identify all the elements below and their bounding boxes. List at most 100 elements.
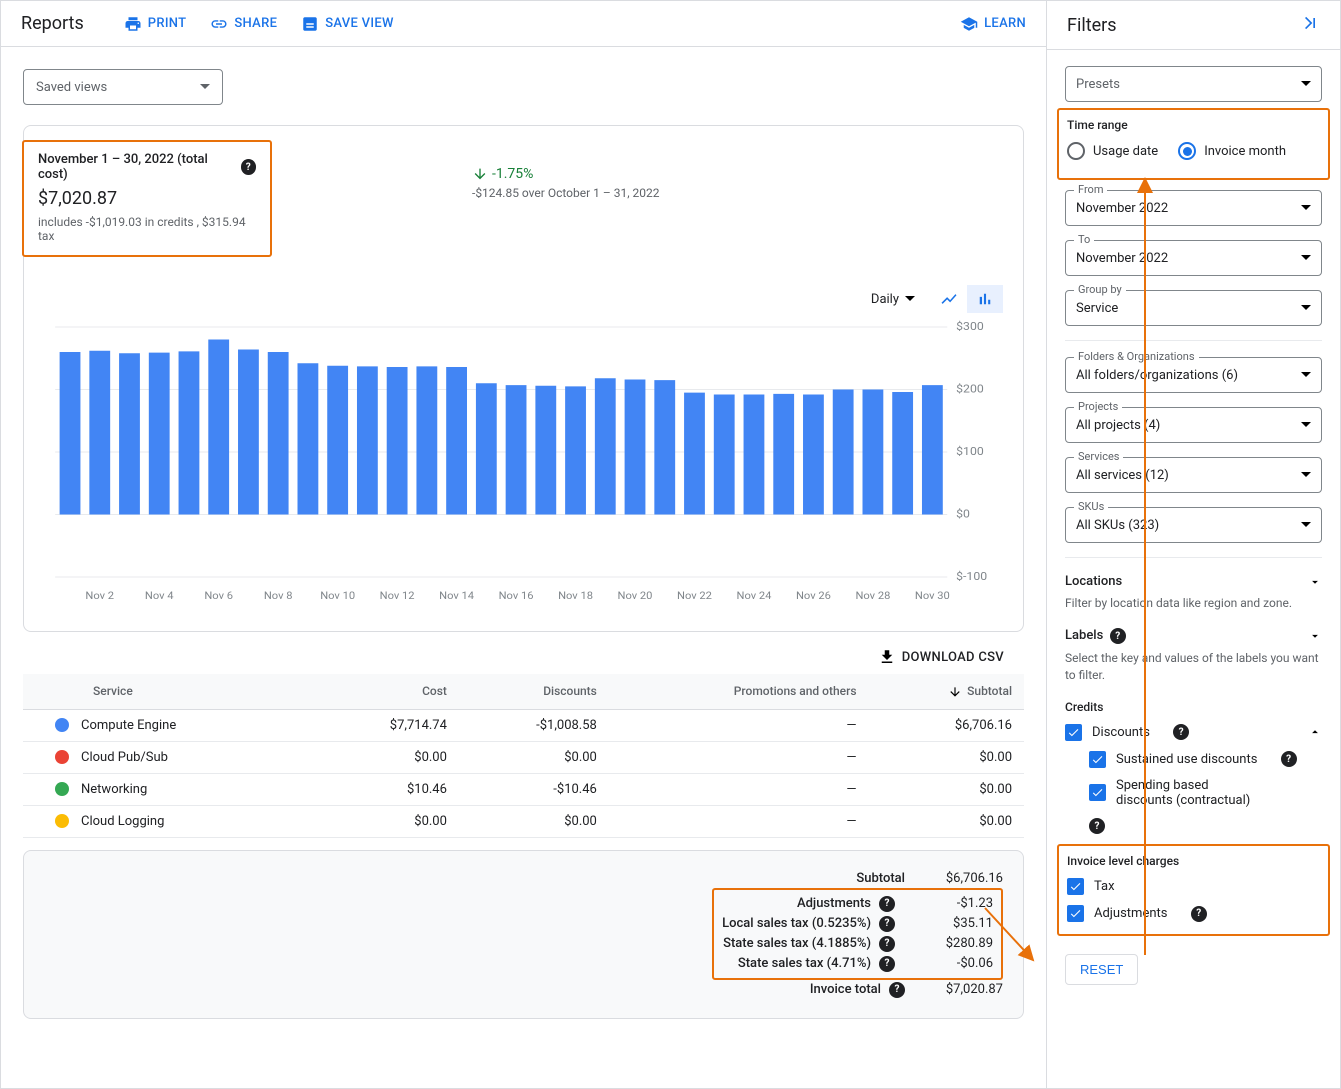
table-row[interactable]: Networking $10.46 -$10.46 — $0.00 [23, 773, 1024, 805]
table-row[interactable]: Cloud Pub/Sub $0.00 $0.00 — $0.00 [23, 741, 1024, 773]
svg-text:Nov 4: Nov 4 [145, 590, 174, 602]
projects-select[interactable]: Projects All projects (4) [1065, 407, 1322, 443]
subtotal-cell: $0.00 [869, 741, 1025, 773]
help-icon[interactable]: ? [889, 982, 905, 998]
help-icon[interactable]: ? [1191, 906, 1207, 922]
cost-cell: $7,714.74 [315, 709, 459, 741]
bar-chart-icon [976, 290, 994, 308]
subtotal-cell: $0.00 [869, 773, 1025, 805]
promotions-cell: — [609, 741, 869, 773]
services-select[interactable]: Services All services (12) [1065, 457, 1322, 493]
discounts-checkbox[interactable]: Discounts ? [1065, 724, 1189, 741]
service-color-dot [55, 750, 69, 764]
help-icon[interactable]: ? [1173, 724, 1189, 740]
chevron-down-icon [1301, 370, 1311, 380]
help-icon[interactable]: ? [241, 159, 257, 175]
checkbox-checked-icon [1067, 878, 1084, 895]
chevron-down-icon [1301, 420, 1311, 430]
svg-text:Nov 2: Nov 2 [85, 590, 114, 602]
help-icon[interactable]: ? [879, 896, 895, 912]
subtotal-label: Subtotal [856, 871, 905, 886]
table-row[interactable]: Compute Engine $7,714.74 -$1,008.58 — $6… [23, 709, 1024, 741]
totals-value: -$1.23 [903, 896, 993, 911]
learn-icon [960, 15, 978, 33]
sustained-checkbox[interactable]: Sustained use discounts ? [1089, 751, 1322, 768]
chevron-down-icon [1301, 520, 1311, 530]
svg-text:$100: $100 [956, 445, 984, 458]
col-discounts[interactable]: Discounts [459, 674, 609, 709]
svg-text:Nov 8: Nov 8 [264, 590, 293, 602]
discounts-cell: -$10.46 [459, 773, 609, 805]
groupby-select[interactable]: Group by Service [1065, 290, 1322, 326]
help-icon[interactable]: ? [879, 936, 895, 952]
page-title: Reports [21, 13, 84, 34]
help-icon: ? [1110, 628, 1126, 644]
print-button[interactable]: Print [124, 15, 187, 33]
save-view-button[interactable]: Save view [301, 15, 394, 33]
locations-expand[interactable]: Locations [1065, 574, 1322, 589]
chevron-down-icon [1301, 470, 1311, 480]
table-row[interactable]: Cloud Logging $0.00 $0.00 — $0.00 [23, 805, 1024, 837]
locations-hint: Filter by location data like region and … [1065, 595, 1322, 612]
labels-expand[interactable]: Labels ? [1065, 628, 1322, 645]
totals-label: Adjustments [797, 896, 871, 911]
summary-card: November 1 – 30, 2022 (total cost) ? $7,… [23, 125, 1024, 632]
totals-value: $280.89 [903, 936, 993, 951]
invoice-month-radio[interactable]: Invoice month [1178, 142, 1286, 160]
bar-chart-button[interactable] [967, 285, 1003, 313]
cost-cell: $0.00 [315, 805, 459, 837]
arrow-down-icon [472, 166, 488, 182]
svg-text:Nov 14: Nov 14 [439, 590, 474, 602]
granularity-select[interactable]: Daily [871, 292, 915, 307]
save-icon [301, 15, 319, 33]
cost-table: Service Cost Discounts Promotions and ot… [23, 674, 1024, 838]
learn-button[interactable]: Learn [960, 15, 1026, 33]
chevron-down-icon [1301, 253, 1311, 263]
tax-checkbox[interactable]: Tax [1067, 878, 1320, 895]
share-button[interactable]: Share [210, 15, 277, 33]
summary-total-cost: $7,020.87 [38, 188, 256, 209]
promotions-cell: — [609, 709, 869, 741]
service-name: Cloud Logging [81, 814, 164, 829]
svg-text:Nov 28: Nov 28 [855, 590, 890, 602]
help-icon[interactable]: ? [1281, 751, 1297, 767]
col-cost[interactable]: Cost [315, 674, 459, 709]
help-icon[interactable]: ? [1089, 818, 1105, 834]
tax-adjustments-highlight: Adjustments?-$1.23Local sales tax (0.523… [712, 888, 1003, 980]
from-select[interactable]: From November 2022 [1065, 190, 1322, 226]
saved-views-select[interactable]: Saved views [23, 69, 223, 105]
skus-select[interactable]: SKUs All SKUs (323) [1065, 507, 1322, 543]
labels-hint: Select the key and values of the labels … [1065, 650, 1322, 684]
svg-text:Nov 10: Nov 10 [320, 590, 355, 602]
discounts-cell: $0.00 [459, 805, 609, 837]
download-csv-button[interactable]: Download CSV [878, 648, 1004, 666]
usage-date-radio[interactable]: Usage date [1067, 142, 1158, 160]
folders-select[interactable]: Folders & Organizations All folders/orga… [1065, 357, 1322, 393]
col-promotions[interactable]: Promotions and others [609, 674, 869, 709]
filters-title: Filters [1067, 15, 1117, 36]
col-service[interactable]: Service [23, 674, 315, 709]
promotions-cell: — [609, 773, 869, 805]
totals-value: $35.11 [903, 916, 993, 931]
reset-button[interactable]: Reset [1065, 954, 1138, 985]
collapse-filters-button[interactable] [1300, 13, 1320, 37]
to-select[interactable]: To November 2022 [1065, 240, 1322, 276]
delta-subtext: -$124.85 over October 1 – 31, 2022 [472, 186, 1003, 200]
service-name: Compute Engine [81, 718, 176, 733]
help-icon[interactable]: ? [879, 956, 895, 972]
discounts-cell: $0.00 [459, 741, 609, 773]
col-subtotal[interactable]: Subtotal [869, 674, 1025, 709]
help-icon[interactable]: ? [879, 916, 895, 932]
checkbox-checked-icon [1089, 751, 1106, 768]
chevron-down-icon [200, 82, 210, 92]
svg-text:Nov 26: Nov 26 [796, 590, 831, 602]
chevron-down-icon [1301, 79, 1311, 89]
discounts-cell: -$1,008.58 [459, 709, 609, 741]
adjustments-checkbox[interactable]: Adjustments ? [1067, 905, 1320, 922]
subtotal-cell: $6,706.16 [869, 709, 1025, 741]
credits-title: Credits [1065, 700, 1322, 714]
chevron-up-icon[interactable] [1308, 725, 1322, 739]
presets-select[interactable]: Presets [1065, 66, 1322, 102]
spending-checkbox[interactable]: Spending based discounts (contractual) [1089, 778, 1322, 808]
line-chart-button[interactable] [931, 285, 967, 313]
